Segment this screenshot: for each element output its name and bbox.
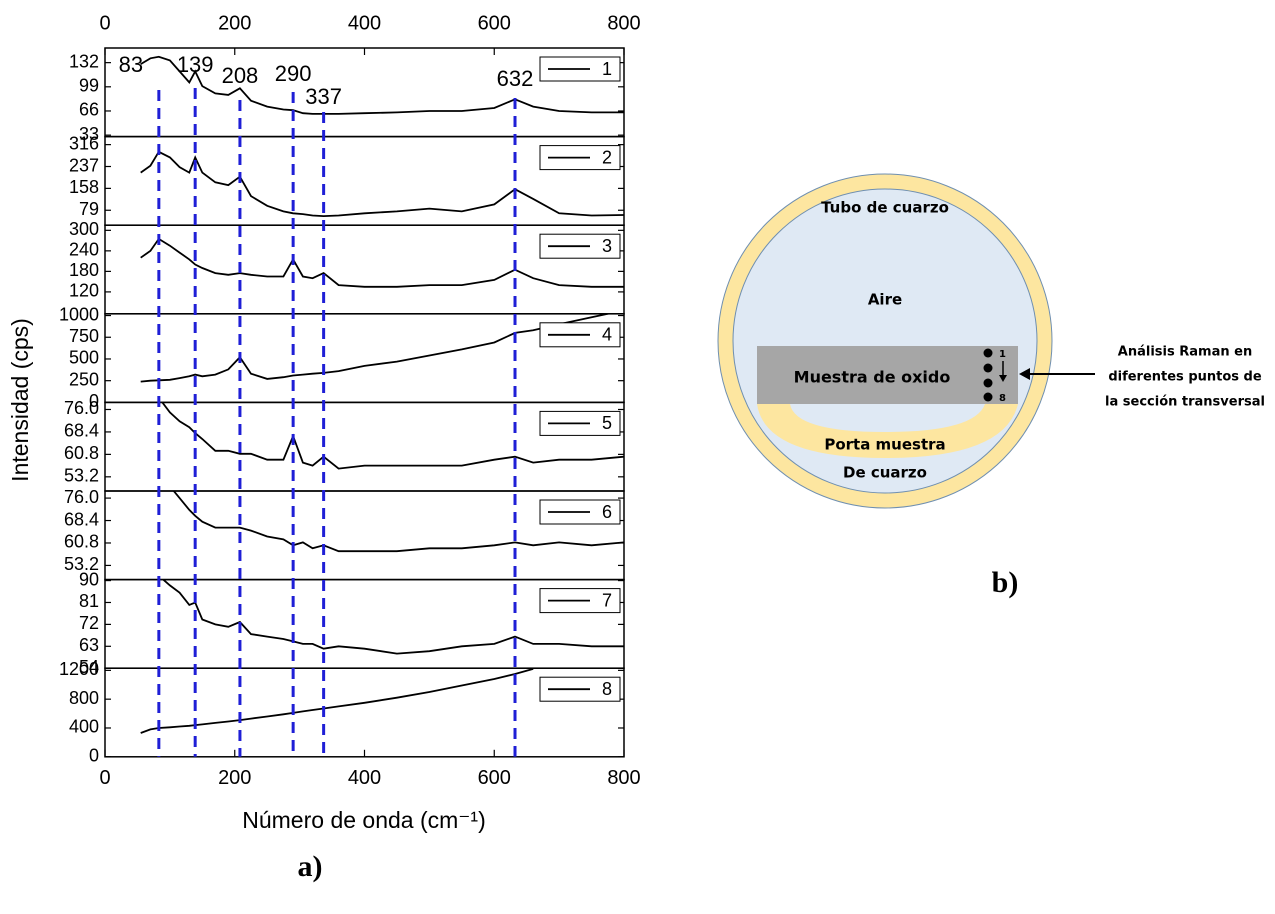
peak-label: 337 <box>305 84 342 109</box>
panel-label: b) <box>992 566 1019 599</box>
y-tick-label: 316 <box>69 133 99 153</box>
spectrum-line <box>140 668 534 734</box>
y-tick-label: 120 <box>69 281 99 301</box>
point <box>983 363 993 373</box>
y-tick-label: 68.4 <box>64 509 99 529</box>
y-tick-label: 1000 <box>59 304 99 324</box>
arrow-head <box>1019 368 1030 380</box>
y-tick-label: 90 <box>79 569 99 589</box>
spectrum-line <box>140 313 613 383</box>
label: Aire <box>868 291 902 309</box>
peak-label: 83 <box>119 52 143 77</box>
legend-label: 5 <box>602 413 612 433</box>
y-tick-label: 250 <box>69 369 99 389</box>
y-tick-label: 500 <box>69 348 99 368</box>
x-tick-label: 0 <box>99 12 110 34</box>
y-tick-label: 63 <box>79 635 99 655</box>
y-tick-label: 158 <box>69 177 99 197</box>
spectrum-line <box>161 402 624 470</box>
legend-label: 7 <box>602 590 612 610</box>
y-axis-title: Intensidad (cps) <box>7 318 33 482</box>
x-tick-label: 200 <box>218 767 251 789</box>
label: 8 <box>999 393 1006 404</box>
peak-label: 208 <box>222 63 259 88</box>
y-tick-label: 750 <box>69 326 99 346</box>
y-tick-label: 53.2 <box>64 554 99 574</box>
y-tick-label: 99 <box>79 76 99 96</box>
label: De cuarzo <box>843 464 927 482</box>
y-tick-label: 300 <box>69 219 99 239</box>
y-tick-label: 60.8 <box>64 532 99 552</box>
x-tick-label: 400 <box>348 12 381 34</box>
spectrum-line <box>140 150 624 218</box>
x-tick-label: 600 <box>478 767 511 789</box>
x-axis-title: Número de onda (cm⁻¹) <box>242 807 486 833</box>
y-tick-label: 237 <box>69 155 99 175</box>
y-tick-label: 60.8 <box>64 443 99 463</box>
y-tick-label: 76.0 <box>64 487 99 507</box>
y-tick-label: 76.0 <box>64 398 99 418</box>
y-tick-label: 66 <box>79 100 99 120</box>
x-tick-label: 800 <box>607 12 640 34</box>
panel-label: a) <box>298 850 323 883</box>
y-tick-label: 68.4 <box>64 421 99 441</box>
y-tick-label: 1200 <box>59 659 99 679</box>
note: diferentes puntos de <box>1108 370 1262 385</box>
note: Análisis Raman en <box>1118 345 1252 360</box>
arrow-head <box>999 375 1007 382</box>
point <box>983 392 993 402</box>
legend-label: 6 <box>602 502 612 522</box>
point <box>983 348 993 358</box>
legend-label: 3 <box>602 236 612 256</box>
peak-label: 139 <box>177 52 214 77</box>
x-tick-label: 800 <box>607 767 640 789</box>
point <box>983 378 993 388</box>
note: la sección transversal <box>1105 395 1265 410</box>
y-tick-label: 0 <box>89 391 99 411</box>
y-tick-label: 81 <box>79 591 99 611</box>
spectrum-line <box>161 579 624 655</box>
label: Tubo de cuarzo <box>821 199 949 217</box>
holder-hollow <box>790 404 985 432</box>
y-tick-label: 53.2 <box>64 466 99 486</box>
y-tick-label: 180 <box>69 260 99 280</box>
peak-label: 290 <box>275 61 312 86</box>
label: 1 <box>999 349 1006 360</box>
y-tick-label: 240 <box>69 240 99 260</box>
legend-label: 2 <box>602 147 612 167</box>
x-tick-label: 600 <box>478 12 511 34</box>
legend-label: 1 <box>602 59 612 79</box>
spectrum-line <box>172 491 624 553</box>
y-tick-label: 0 <box>89 746 99 766</box>
y-tick-label: 54 <box>79 657 99 677</box>
x-tick-label: 400 <box>348 767 381 789</box>
label: Porta muestra <box>824 436 945 454</box>
y-tick-label: 33 <box>79 124 99 144</box>
y-tick-label: 800 <box>69 688 99 708</box>
label: Muestra de oxido <box>794 368 951 387</box>
x-tick-label: 200 <box>218 12 251 34</box>
legend-label: 4 <box>602 325 612 345</box>
oxide-sample <box>757 346 1018 404</box>
x-tick-label: 0 <box>99 767 110 789</box>
y-tick-label: 79 <box>79 199 99 219</box>
y-tick-label: 132 <box>69 51 99 71</box>
y-tick-label: 400 <box>69 717 99 737</box>
peak-label: 632 <box>497 66 534 91</box>
y-tick-label: 72 <box>79 613 99 633</box>
legend-label: 8 <box>602 679 612 699</box>
diagram: Tubo de cuarzo Aire Muestra de oxido Por… <box>717 173 1265 509</box>
